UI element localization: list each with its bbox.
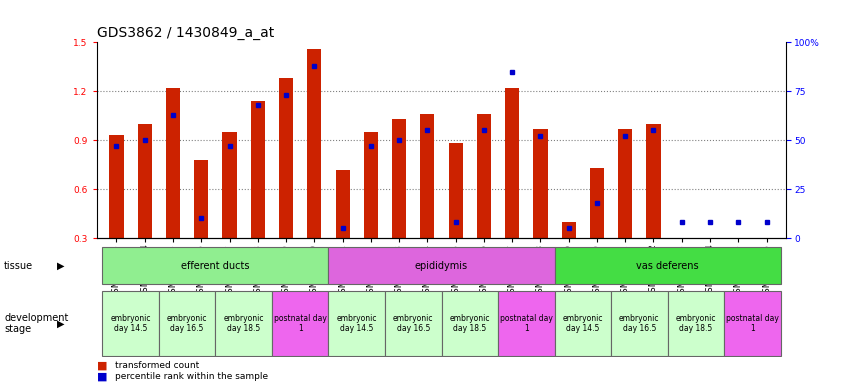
Text: postnatal day
1: postnatal day 1	[726, 314, 779, 333]
Bar	[477, 114, 491, 287]
Bar	[223, 132, 236, 287]
Bar	[103, 291, 159, 356]
Bar	[103, 247, 329, 285]
Text: transformed count: transformed count	[115, 361, 199, 370]
Bar	[731, 238, 745, 287]
Text: vas deferens: vas deferens	[637, 261, 699, 271]
Bar	[272, 291, 329, 356]
Bar	[159, 291, 215, 356]
Bar	[759, 271, 774, 287]
Bar	[611, 291, 668, 356]
Bar	[505, 88, 519, 287]
Bar	[336, 170, 350, 287]
Text: embryonic
day 16.5: embryonic day 16.5	[619, 314, 659, 333]
Text: ■: ■	[97, 361, 107, 371]
Text: tissue: tissue	[4, 261, 34, 271]
Text: embryonic
day 16.5: embryonic day 16.5	[393, 314, 433, 333]
Bar	[724, 291, 780, 356]
Bar	[109, 135, 124, 287]
Bar	[442, 291, 498, 356]
Text: GDS3862 / 1430849_a_at: GDS3862 / 1430849_a_at	[97, 26, 274, 40]
Bar	[194, 160, 209, 287]
Bar	[498, 291, 554, 356]
Bar	[674, 279, 689, 287]
Text: postnatal day
1: postnatal day 1	[500, 314, 553, 333]
Bar	[329, 291, 385, 356]
Bar	[420, 114, 435, 287]
Text: ▶: ▶	[57, 318, 65, 329]
Text: embryonic
day 18.5: embryonic day 18.5	[224, 314, 264, 333]
Bar	[215, 291, 272, 356]
Text: embryonic
day 16.5: embryonic day 16.5	[167, 314, 208, 333]
Bar	[392, 119, 406, 287]
Text: development
stage: development stage	[4, 313, 69, 334]
Bar	[647, 124, 660, 287]
Bar	[329, 247, 554, 285]
Bar	[448, 143, 463, 287]
Bar	[364, 132, 378, 287]
Text: embryonic
day 18.5: embryonic day 18.5	[450, 314, 490, 333]
Text: epididymis: epididymis	[415, 261, 468, 271]
Bar	[562, 222, 576, 287]
Bar	[251, 101, 265, 287]
Bar	[138, 124, 152, 287]
Text: postnatal day
1: postnatal day 1	[274, 314, 326, 333]
Text: embryonic
day 14.5: embryonic day 14.5	[336, 314, 377, 333]
Text: percentile rank within the sample: percentile rank within the sample	[115, 372, 268, 381]
Bar	[554, 291, 611, 356]
Bar	[307, 49, 321, 287]
Bar	[554, 247, 780, 285]
Bar	[668, 291, 724, 356]
Text: embryonic
day 18.5: embryonic day 18.5	[675, 314, 717, 333]
Bar	[279, 78, 294, 287]
Bar	[590, 168, 604, 287]
Text: embryonic
day 14.5: embryonic day 14.5	[563, 314, 603, 333]
Text: embryonic
day 14.5: embryonic day 14.5	[110, 314, 151, 333]
Bar	[166, 88, 180, 287]
Bar	[533, 129, 547, 287]
Bar	[703, 279, 717, 287]
Bar	[385, 291, 442, 356]
Bar	[618, 129, 632, 287]
Text: ■: ■	[97, 371, 107, 381]
Text: efferent ducts: efferent ducts	[181, 261, 250, 271]
Text: ▶: ▶	[57, 261, 65, 271]
